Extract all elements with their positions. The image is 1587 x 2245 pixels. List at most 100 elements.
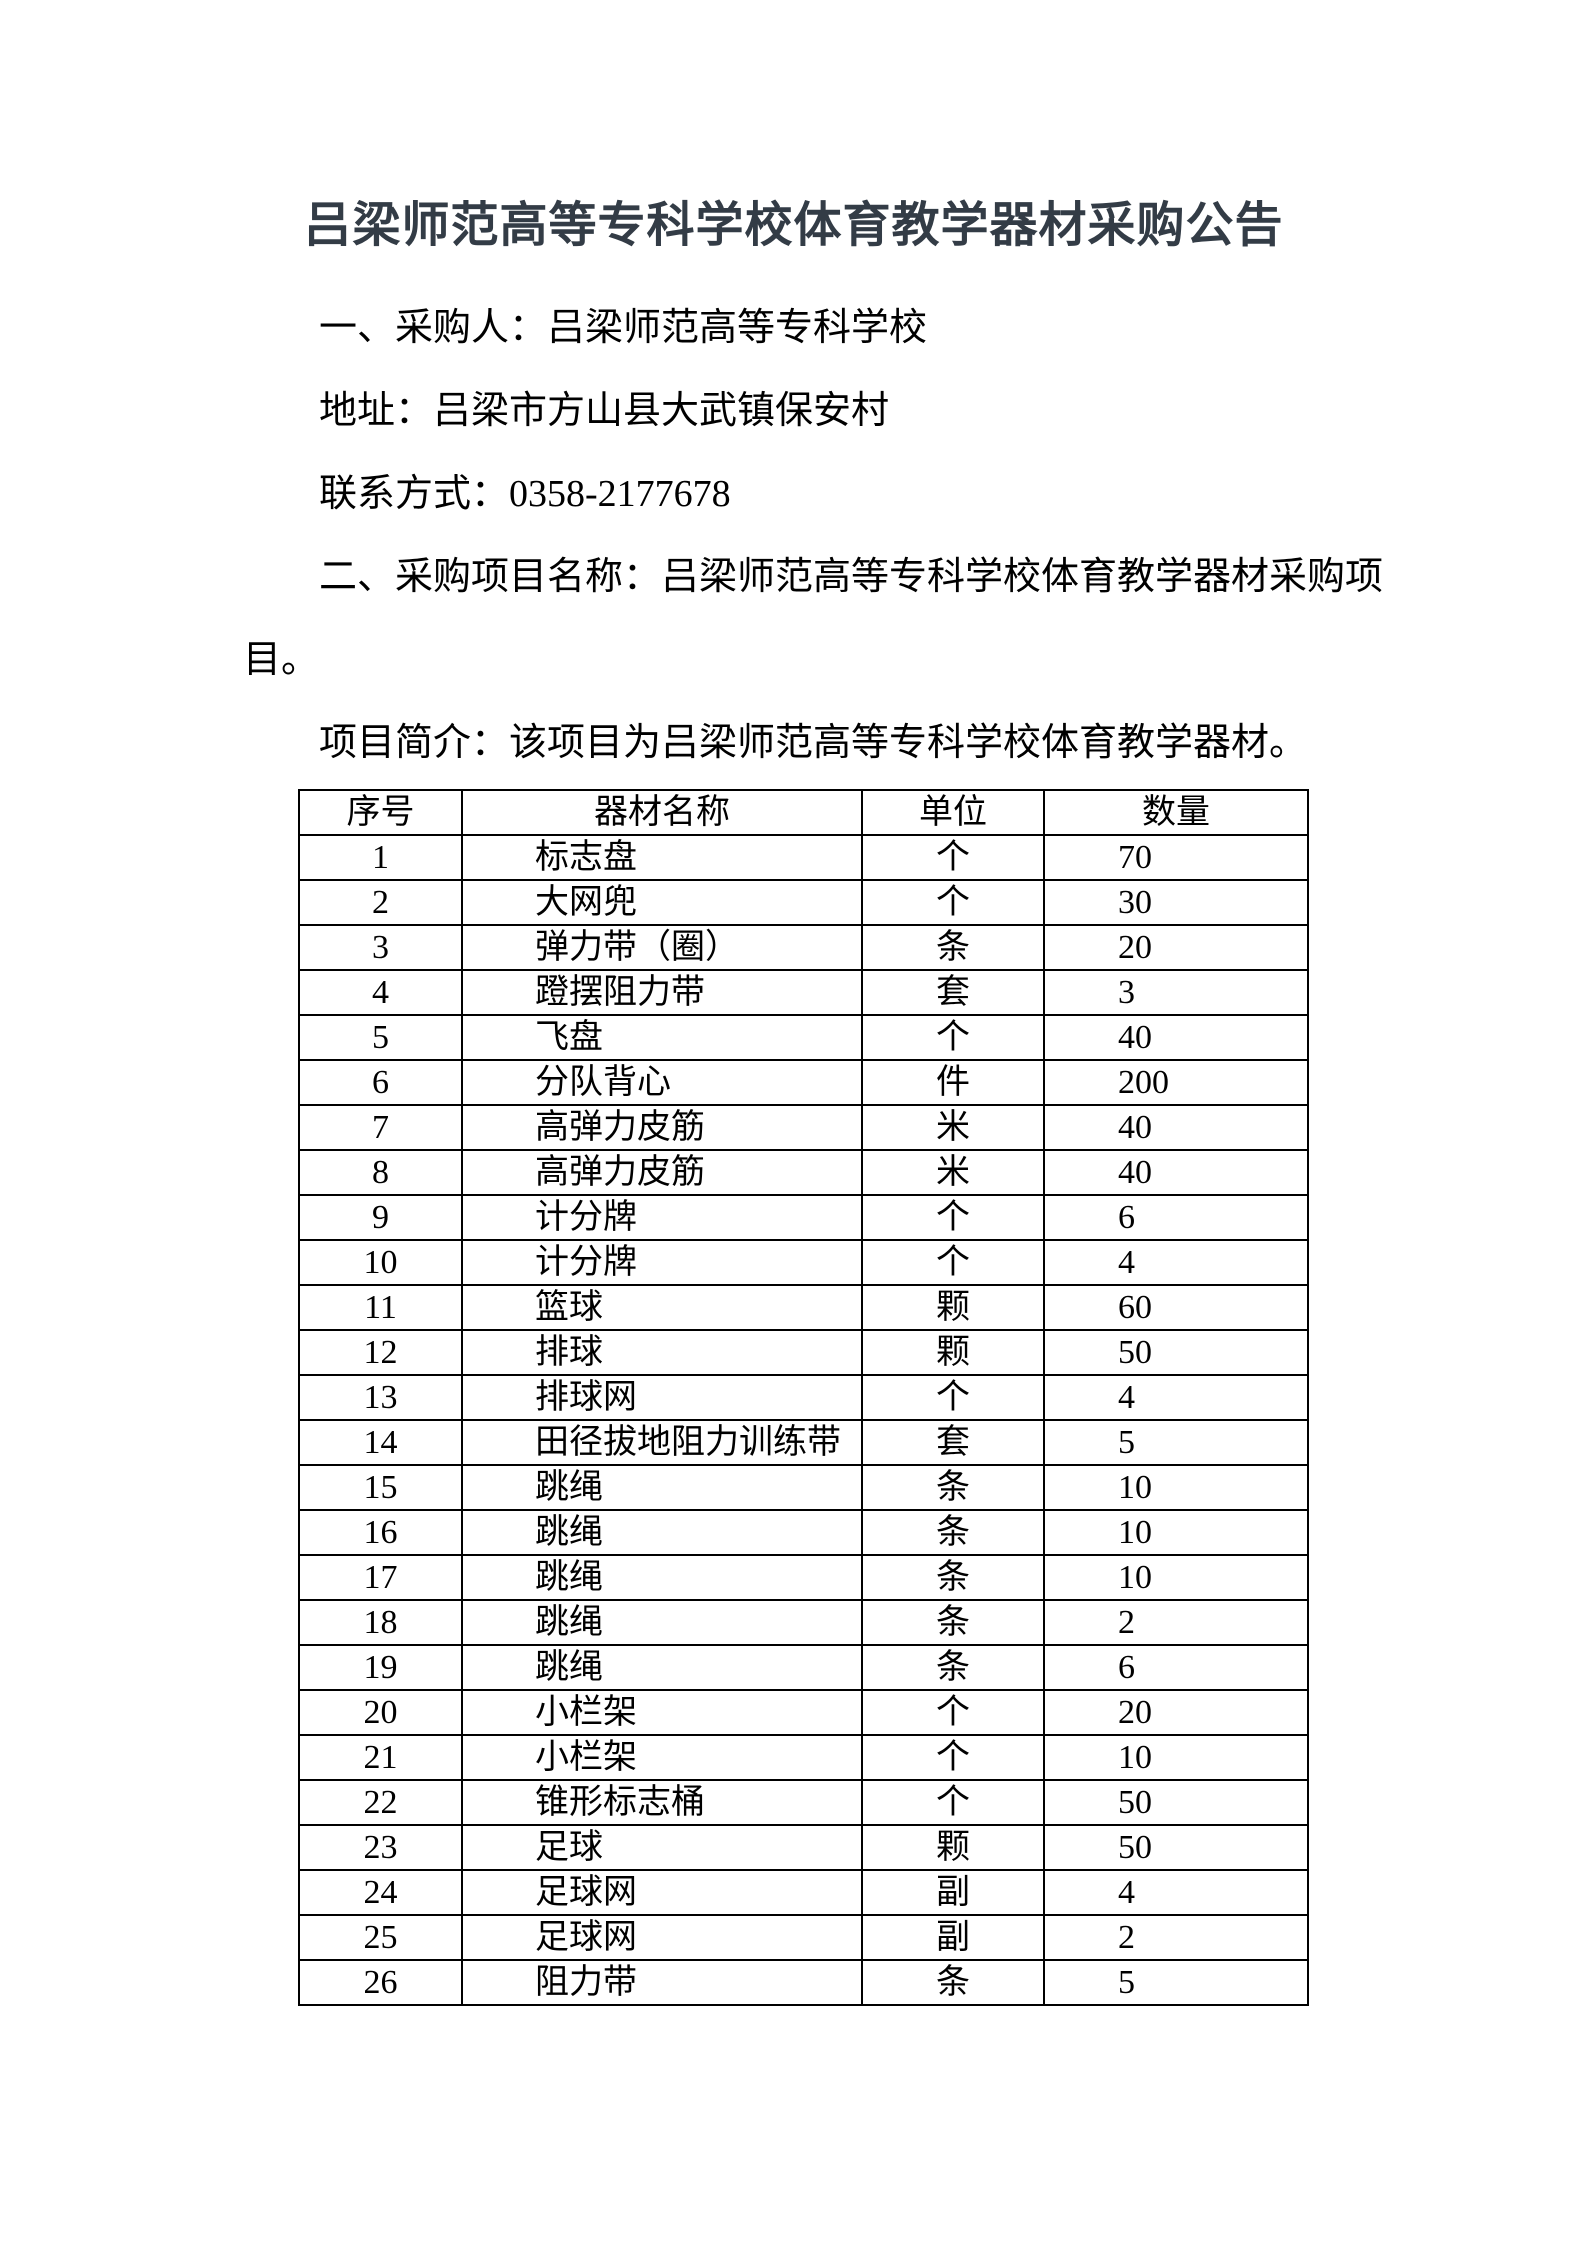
cell-index: 19 [298, 1644, 463, 1691]
cell-equipment-name: 跳绳 [461, 1644, 863, 1691]
cell-equipment-name: 足球 [461, 1824, 863, 1871]
table-row: 15 跳绳条 10 [298, 1464, 1309, 1511]
cell-quantity: 50 [1043, 1329, 1309, 1376]
cell-index: 17 [298, 1554, 463, 1601]
cell-unit: 米 [861, 1104, 1045, 1151]
table-row: 20 小栏架个 20 [298, 1689, 1309, 1736]
table-row: 22 锥形标志桶个 50 [298, 1779, 1309, 1826]
cell-equipment-name: 分队背心 [461, 1059, 863, 1106]
table-row: 17 跳绳条 10 [298, 1554, 1309, 1601]
cell-unit: 条 [861, 1464, 1045, 1511]
cell-index: 18 [298, 1599, 463, 1646]
cell-quantity: 4 [1043, 1869, 1309, 1916]
table-row: 7 高弹力皮筋米 40 [298, 1104, 1309, 1151]
header-cell: 数量 [1043, 789, 1309, 836]
cell-quantity: 40 [1043, 1104, 1309, 1151]
cell-quantity: 6 [1043, 1644, 1309, 1691]
cell-index: 2 [298, 879, 463, 926]
table-row: 2 大网兜个 30 [298, 879, 1309, 926]
cell-unit: 颗 [861, 1329, 1045, 1376]
cell-index: 6 [298, 1059, 463, 1106]
cell-unit: 条 [861, 924, 1045, 971]
cell-equipment-name: 小栏架 [461, 1689, 863, 1736]
cell-index: 24 [298, 1869, 463, 1916]
cell-quantity: 40 [1043, 1149, 1309, 1196]
table-row: 11 篮球颗 60 [298, 1284, 1309, 1331]
table-row: 1 标志盘个 70 [298, 834, 1309, 881]
cell-index: 21 [298, 1734, 463, 1781]
cell-quantity: 5 [1043, 1959, 1309, 2006]
table-row: 10 计分牌个 4 [298, 1239, 1309, 1286]
table-row: 16 跳绳条 10 [298, 1509, 1309, 1556]
document-title: 吕梁师范高等专科学校体育教学器材采购公告 [303, 199, 1284, 252]
cell-index: 14 [298, 1419, 463, 1466]
cell-equipment-name: 篮球 [461, 1284, 863, 1331]
header-cell: 器材名称 [461, 789, 863, 836]
cell-unit: 个 [861, 834, 1045, 881]
cell-quantity: 20 [1043, 1689, 1309, 1736]
cell-quantity: 3 [1043, 969, 1309, 1016]
cell-unit: 套 [861, 1419, 1045, 1466]
cell-unit: 个 [861, 1734, 1045, 1781]
cell-quantity: 20 [1043, 924, 1309, 971]
cell-unit: 套 [861, 969, 1045, 1016]
cell-equipment-name: 高弹力皮筋 [461, 1149, 863, 1196]
cell-quantity: 6 [1043, 1194, 1309, 1241]
table-row: 9 计分牌个 6 [298, 1194, 1309, 1241]
cell-index: 25 [298, 1914, 463, 1961]
cell-equipment-name: 排球 [461, 1329, 863, 1376]
table-row: 26 阻力带条 5 [298, 1959, 1309, 2006]
cell-index: 4 [298, 969, 463, 1016]
cell-unit: 条 [861, 1509, 1045, 1556]
cell-index: 11 [298, 1284, 463, 1331]
cell-unit: 米 [861, 1149, 1045, 1196]
table-row: 21 小栏架个 10 [298, 1734, 1309, 1781]
cell-index: 3 [298, 924, 463, 971]
table-row: 18 跳绳条 2 [298, 1599, 1309, 1646]
cell-unit: 个 [861, 879, 1045, 926]
table-row: 8 高弹力皮筋米 40 [298, 1149, 1309, 1196]
table-row: 12 排球颗 50 [298, 1329, 1309, 1376]
cell-equipment-name: 大网兜 [461, 879, 863, 926]
table-row: 19 跳绳条 6 [298, 1644, 1309, 1691]
cell-equipment-name: 田径拔地阻力训练带 [461, 1419, 863, 1466]
cell-index: 20 [298, 1689, 463, 1736]
cell-unit: 个 [861, 1779, 1045, 1826]
table-row: 23 足球颗 50 [298, 1824, 1309, 1871]
cell-unit: 个 [861, 1689, 1045, 1736]
cell-unit: 个 [861, 1194, 1045, 1241]
cell-equipment-name: 跳绳 [461, 1554, 863, 1601]
table-row: 4 蹬摆阻力带套 3 [298, 969, 1309, 1016]
header-cell: 序号 [298, 789, 463, 836]
cell-quantity: 4 [1043, 1374, 1309, 1421]
cell-index: 1 [298, 834, 463, 881]
cell-equipment-name: 蹬摆阻力带 [461, 969, 863, 1016]
cell-index: 22 [298, 1779, 463, 1826]
cell-quantity: 40 [1043, 1014, 1309, 1061]
cell-quantity: 60 [1043, 1284, 1309, 1331]
cell-index: 12 [298, 1329, 463, 1376]
table-row: 3 弹力带（圈）条 20 [298, 924, 1309, 971]
cell-equipment-name: 标志盘 [461, 834, 863, 881]
cell-quantity: 200 [1043, 1059, 1309, 1106]
cell-unit: 个 [861, 1239, 1045, 1286]
table-row: 5 飞盘个 40 [298, 1014, 1309, 1061]
cell-index: 8 [298, 1149, 463, 1196]
cell-index: 9 [298, 1194, 463, 1241]
cell-quantity: 50 [1043, 1779, 1309, 1826]
table-row: 13 排球网个 4 [298, 1374, 1309, 1421]
cell-quantity: 5 [1043, 1419, 1309, 1466]
cell-quantity: 70 [1043, 834, 1309, 881]
paragraph: 联系方式：0358-2177678 [319, 473, 731, 515]
cell-equipment-name: 足球网 [461, 1914, 863, 1961]
cell-index: 23 [298, 1824, 463, 1871]
cell-unit: 副 [861, 1914, 1045, 1961]
cell-index: 16 [298, 1509, 463, 1556]
header-cell: 单位 [861, 789, 1045, 836]
table-row: 25 足球网副 2 [298, 1914, 1309, 1961]
cell-equipment-name: 锥形标志桶 [461, 1779, 863, 1826]
cell-unit: 条 [861, 1599, 1045, 1646]
cell-unit: 个 [861, 1014, 1045, 1061]
cell-index: 10 [298, 1239, 463, 1286]
cell-unit: 条 [861, 1959, 1045, 2006]
